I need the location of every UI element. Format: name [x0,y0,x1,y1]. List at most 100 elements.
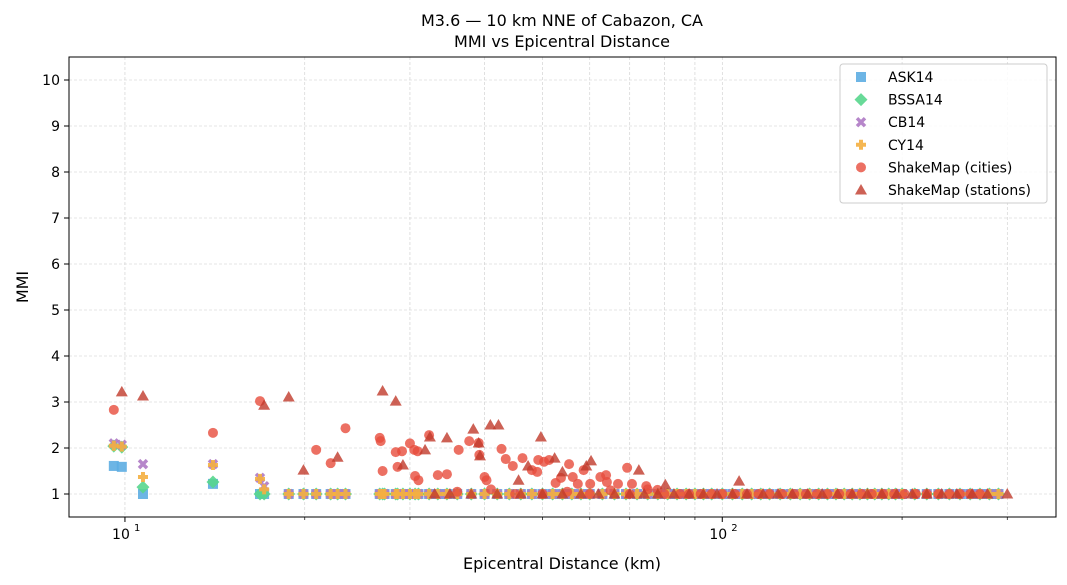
data-point [601,477,612,488]
data-point [479,489,490,499]
data-point [974,489,985,499]
legend-marker-triangle-icon [855,184,867,195]
y-tick-label: 2 [51,441,60,457]
data-point [259,484,270,495]
data-point [981,488,994,499]
data-point [311,444,322,455]
legend-box [839,63,1048,204]
data-point [432,470,443,481]
data-point [585,454,598,466]
data-point [340,489,351,499]
x-tick-exponent: 1 [134,523,140,534]
legend-label: BSSA14 [888,93,943,109]
data-point [772,488,785,499]
data-point [258,399,271,410]
data-point [376,384,389,396]
legend-item: ASK14 [856,70,934,86]
data-point [137,489,148,499]
data-point [623,488,636,499]
y-tick-label: 7 [51,211,60,227]
data-point [389,395,402,406]
data-point [137,458,149,470]
data-point [115,385,128,397]
axes: 10 1 10 2 1 2 3 4 5 6 7 8 9 10 [42,73,1008,543]
data-point [507,460,518,471]
data-point [567,471,578,482]
x-tick-label: 10 [709,527,727,543]
legend-marker-x-icon [855,116,867,128]
data-point [428,488,441,499]
data-point [950,488,963,499]
data-point [492,419,505,430]
data-point [935,488,948,499]
legend-item: BSSA14 [854,93,943,109]
legend-marker-plus-icon [856,139,866,150]
data-point [137,471,148,482]
data-point [626,478,637,489]
data-point [786,488,799,499]
data-point [485,484,496,495]
data-point [547,489,558,499]
data-point [875,488,888,499]
data-point [484,419,497,430]
data-point [453,444,464,455]
data-point [536,488,549,499]
data-point [890,488,903,499]
data-point [726,488,739,499]
data-point [831,488,844,499]
data-point [207,427,218,438]
data-point [740,488,753,499]
data-point [585,478,596,489]
data-point [443,488,456,499]
data-point [440,431,453,443]
legend-label: CB14 [888,115,925,131]
legend-item: ShakeMap (cities) [856,160,1012,176]
chart-subtitle: MMI vs Epicentral Distance [454,32,670,51]
data-point [481,475,492,486]
data-point [899,489,910,499]
y-tick-label: 10 [42,73,60,89]
legend-label: ASK14 [888,70,934,86]
y-axis-label: MMI [13,271,32,303]
data-point [377,466,388,476]
data-point [846,488,859,499]
data-point [423,430,436,442]
data-point [452,486,463,497]
x-tick-exponent: 2 [731,523,737,534]
data-point [733,475,746,486]
data-point [534,430,547,442]
data-point [697,488,710,499]
y-tick-label: 8 [51,165,60,181]
data-point [993,489,1004,499]
legend-item: CB14 [855,115,925,131]
y-tick-label: 3 [51,395,60,411]
data-point [574,488,587,499]
data-point [283,489,294,499]
data-point [413,489,424,499]
data-point [801,488,814,499]
data-point [532,466,543,477]
data-point [464,436,475,447]
y-tick-label: 1 [51,487,60,503]
data-point [441,469,452,480]
data-point [514,488,527,499]
data-point [473,449,486,461]
data-point [500,454,511,465]
data-point [638,488,651,499]
data-point [861,488,874,499]
data-point [651,488,664,499]
data-point [572,478,583,489]
data-point [379,489,390,499]
data-point [311,489,322,499]
data-point [556,488,569,499]
data-point [632,464,645,475]
data-point [622,462,633,473]
data-point [584,489,595,499]
data-point [592,488,605,499]
data-point [472,436,485,448]
data-point [1001,488,1014,499]
series-shakemap-cities [108,396,985,499]
data-point [108,404,119,415]
y-tick-label: 4 [51,349,60,365]
